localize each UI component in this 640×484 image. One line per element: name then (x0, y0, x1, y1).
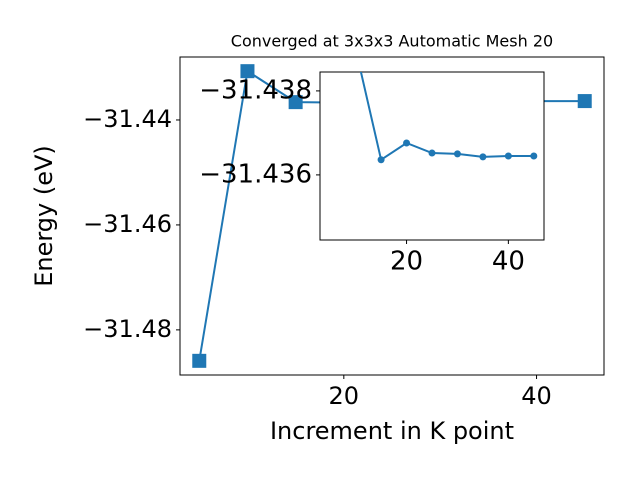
x-tick-label: 40 (521, 382, 552, 410)
marker (192, 353, 207, 368)
chart-title: Converged at 3x3x3 Automatic Mesh 20 (231, 32, 553, 51)
y-axis-label: Energy (eV) (30, 145, 58, 287)
marker (428, 149, 436, 157)
series (359, 72, 538, 164)
marker (453, 150, 461, 158)
marker (479, 153, 487, 161)
x-tick-label: 40 (492, 247, 525, 277)
line (359, 72, 534, 162)
y-tick-label: −31.436 (199, 159, 312, 189)
marker (403, 139, 411, 147)
marker (240, 64, 255, 79)
x-axis-label: Increment in K point (270, 417, 514, 445)
y-tick-label: −31.44 (83, 105, 172, 133)
marker (288, 95, 303, 110)
marker (504, 152, 512, 160)
marker (530, 152, 538, 160)
x-tick-label: 20 (329, 382, 360, 410)
y-tick-label: −31.48 (83, 315, 172, 343)
x-tick-label: 20 (390, 247, 423, 277)
marker (377, 156, 385, 164)
marker (577, 94, 592, 109)
y-tick-label: −31.46 (83, 210, 172, 238)
y-tick-label: −31.438 (199, 75, 312, 105)
